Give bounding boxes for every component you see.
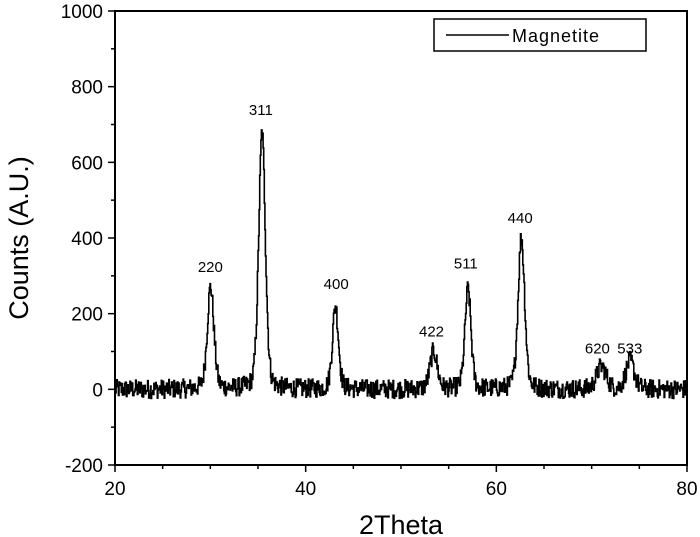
peak-label-311: 311: [249, 102, 273, 119]
y-axis-title: Counts (A.U.): [4, 156, 34, 320]
y-tick-label: 600: [71, 153, 103, 174]
x-tick-label: 40: [295, 479, 316, 500]
plot-frame: [114, 10, 688, 466]
x-tick-label: 60: [486, 479, 507, 500]
y-tick-label: 0: [92, 380, 103, 401]
magnetite-series-line: [114, 129, 688, 400]
legend-label: Magnetite: [512, 26, 600, 46]
peak-label-533: 533: [617, 340, 642, 357]
y-tick-label: -200: [65, 456, 103, 477]
peak-label-440: 440: [508, 210, 533, 227]
y-tick-label: 200: [71, 305, 103, 326]
y-tick-label: 400: [71, 229, 103, 250]
peak-label-220: 220: [198, 259, 223, 276]
peak-label-511: 511: [454, 255, 478, 272]
peak-label-620: 620: [585, 340, 610, 357]
y-tick-label: 800: [71, 78, 103, 99]
peak-label-422: 422: [419, 323, 444, 340]
x-tick-label: 80: [676, 479, 697, 500]
legend: Magnetite: [433, 18, 647, 52]
x-axis-ticks: 20 40 60 80: [104, 465, 698, 500]
x-tick-label: 20: [104, 479, 125, 500]
peak-label-400: 400: [324, 276, 349, 293]
x-axis-title: 2Theta: [359, 510, 444, 537]
y-axis-ticks: -200 0 200 400 600 800 1000: [61, 2, 115, 477]
y-tick-label: 1000: [61, 2, 103, 23]
peak-labels: 220 311 400 422 511 440 620 533: [198, 102, 642, 357]
